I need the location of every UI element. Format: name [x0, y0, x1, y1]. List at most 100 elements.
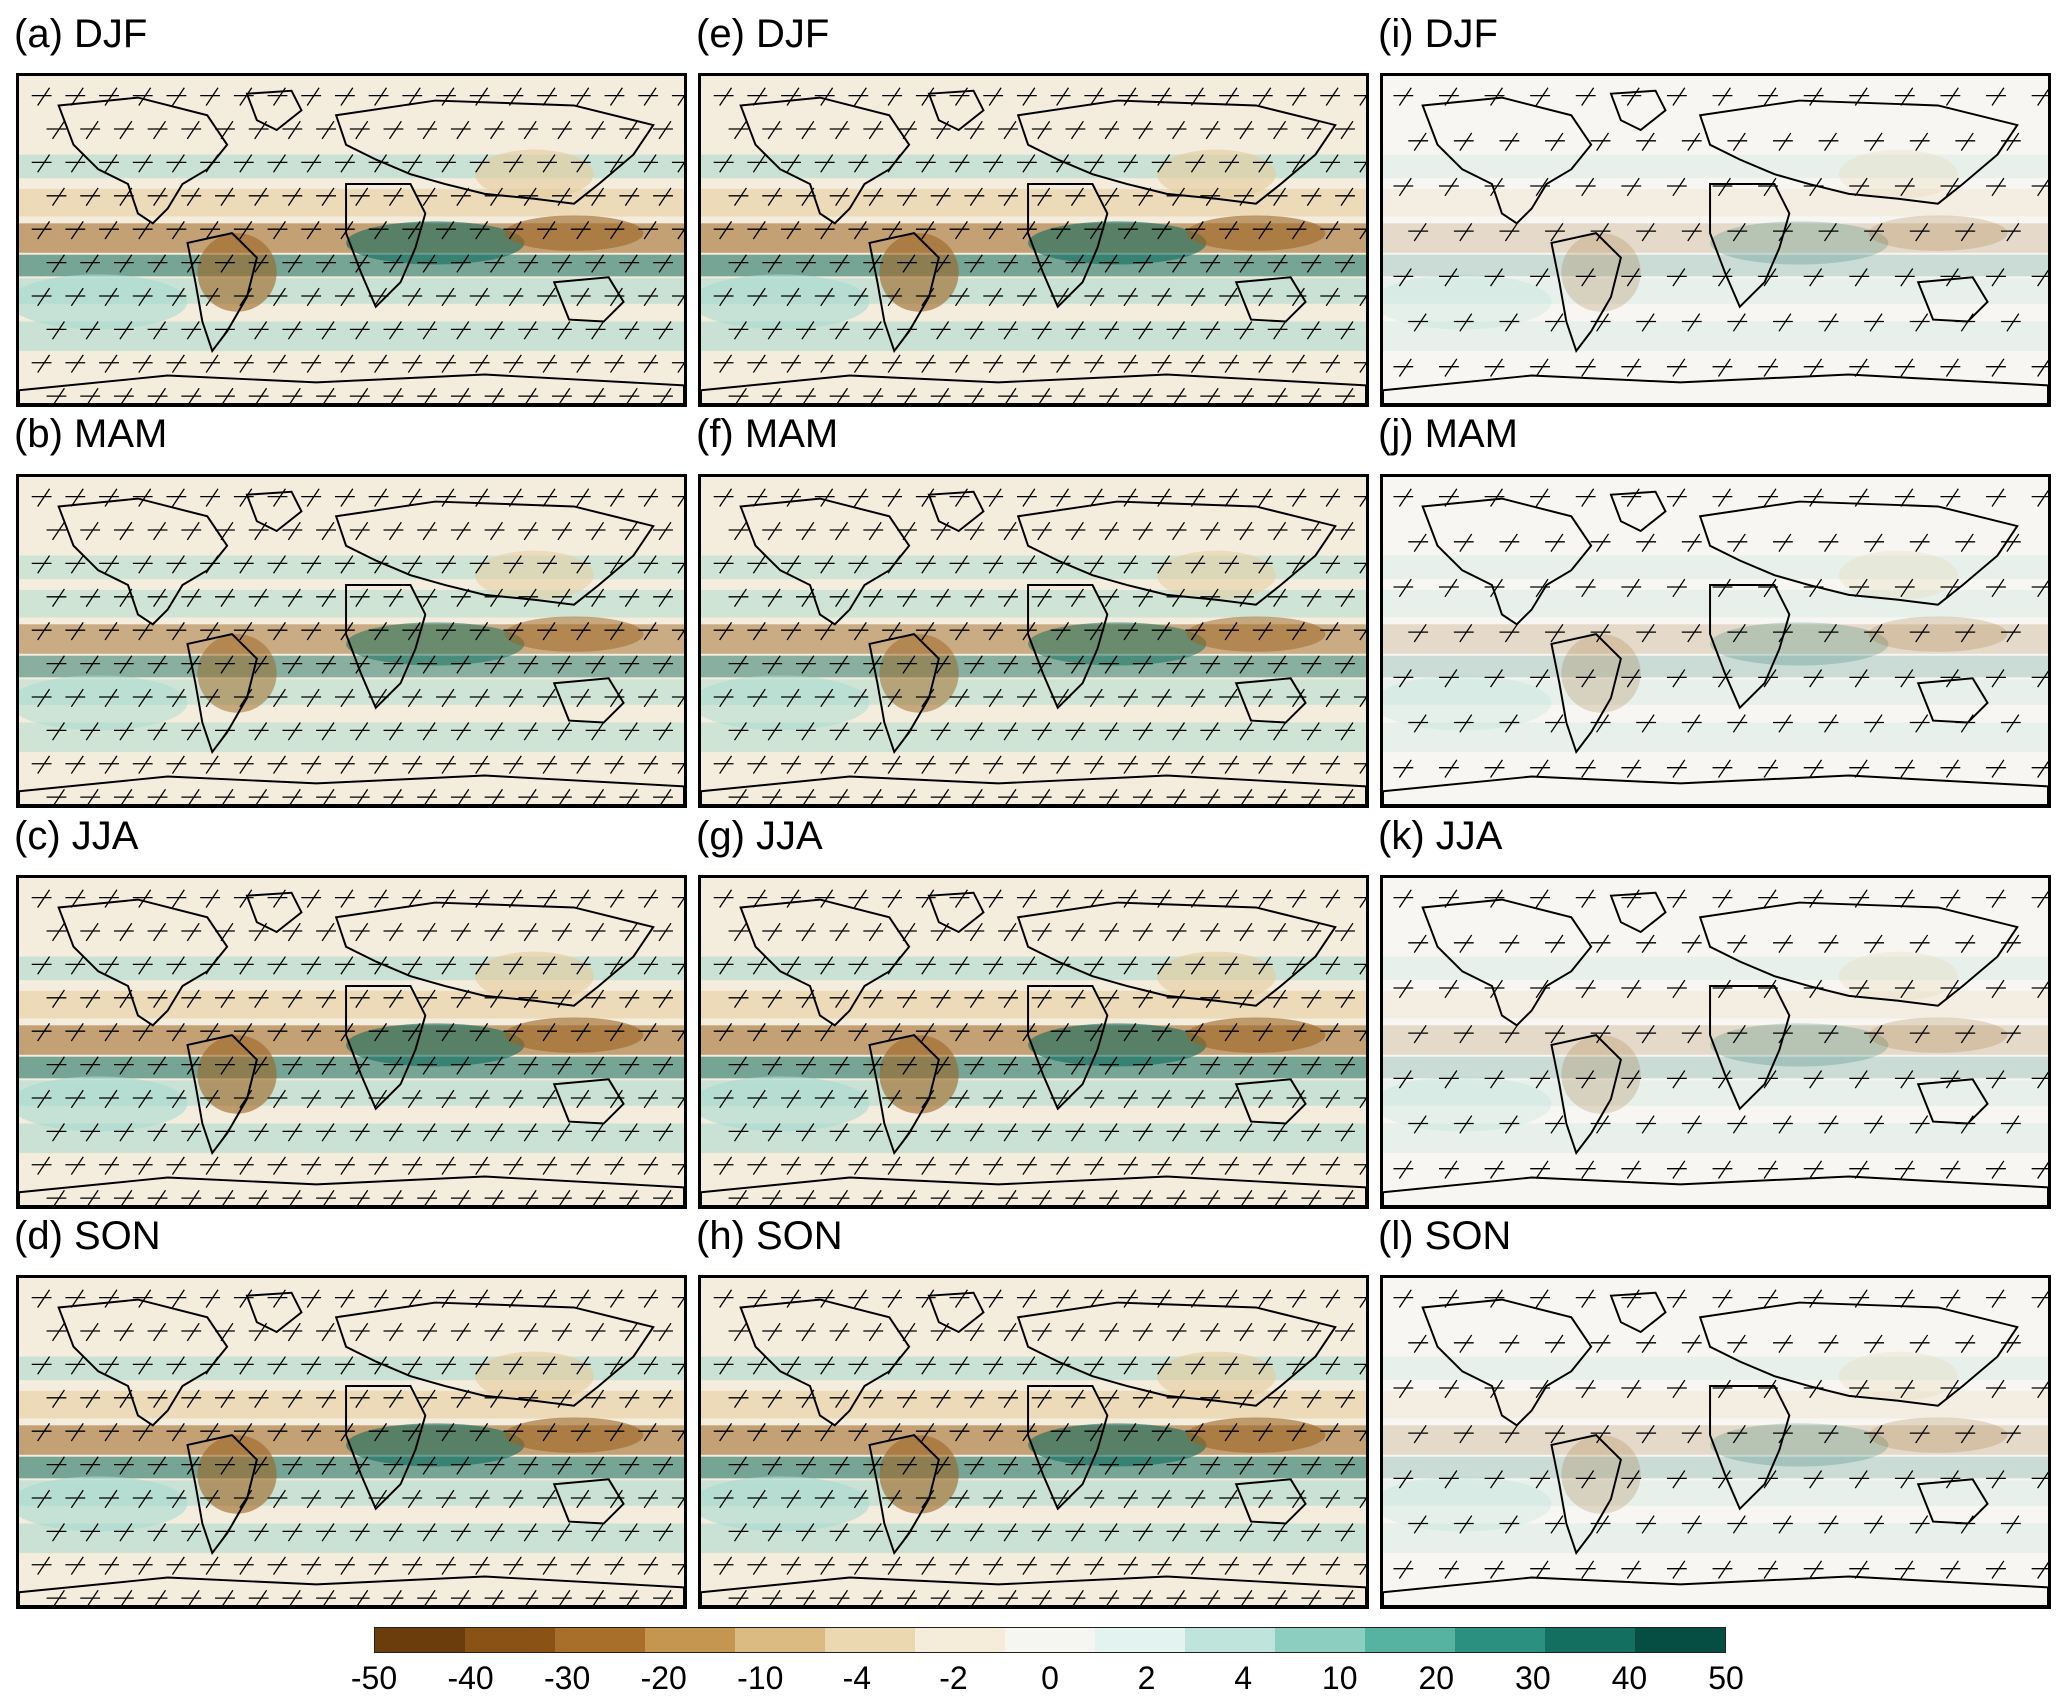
significance-hatch	[921, 154, 935, 173]
significance-hatch	[441, 755, 455, 774]
significance-hatch	[287, 321, 301, 340]
significance-hatch	[936, 120, 950, 140]
significance-hatch	[1778, 1334, 1792, 1353]
significance-hatch	[1535, 979, 1549, 999]
significance-hatch	[272, 555, 286, 574]
significance-hatch	[85, 120, 99, 140]
significance-hatch	[677, 1030, 684, 1042]
significance-hatch	[51, 1056, 65, 1075]
significance-hatch	[272, 154, 286, 173]
significance-hatch	[1056, 1289, 1070, 1308]
significance-hatch	[1089, 688, 1103, 708]
map-panel-b	[16, 474, 687, 808]
significance-hatch	[138, 1022, 152, 1042]
significance-hatch	[835, 187, 849, 206]
significance-hatch	[1900, 1379, 1914, 1399]
significance-hatch	[70, 621, 84, 641]
significance-hatch	[239, 1422, 253, 1442]
significance-hatch	[407, 1289, 421, 1308]
significance-hatch	[2037, 760, 2048, 778]
significance-hatch	[1240, 387, 1253, 404]
colorbar-segment	[1455, 1628, 1545, 1652]
significance-hatch	[220, 722, 234, 741]
significance-hatch	[624, 588, 638, 607]
significance-hatch	[1824, 222, 1837, 242]
significance-hatch	[1258, 488, 1272, 507]
significance-hatch	[1854, 578, 1868, 598]
significance-hatch	[988, 220, 1002, 240]
significance-hatch	[1672, 488, 1686, 507]
significance-hatch	[1105, 1589, 1118, 1606]
anomaly-blob	[504, 616, 644, 652]
significance-hatch	[1239, 922, 1253, 942]
significance-hatch	[1359, 362, 1366, 373]
significance-hatch	[1291, 1356, 1305, 1375]
significance-hatch	[456, 1123, 470, 1142]
significance-hatch	[936, 588, 950, 607]
significance-hatch	[1869, 934, 1883, 953]
significance-hatch	[1138, 1389, 1152, 1408]
significance-hatch	[1687, 313, 1701, 332]
significance-hatch	[407, 555, 421, 574]
significance-hatch	[1224, 1356, 1238, 1375]
significance-hatch	[1306, 321, 1320, 340]
significance-hatch	[1037, 521, 1051, 541]
significance-hatch	[407, 154, 421, 173]
significance-hatch	[643, 1289, 657, 1308]
significance-hatch	[1945, 268, 1959, 287]
significance-hatch	[138, 488, 152, 507]
map-background	[1383, 76, 2048, 404]
significance-hatch	[1596, 714, 1610, 733]
colorbar-segment	[1185, 1628, 1275, 1652]
coastline	[552, 1078, 625, 1125]
significance-hatch	[1325, 1156, 1339, 1175]
significance-hatch	[735, 788, 747, 805]
significance-hatch	[1945, 1070, 1959, 1089]
significance-hatch	[591, 1389, 605, 1408]
significance-hatch	[1824, 934, 1837, 953]
significance-hatch	[1763, 979, 1777, 999]
significance-hatch	[820, 688, 834, 708]
significance-hatch	[1138, 1056, 1152, 1075]
significance-hatch	[1224, 1089, 1238, 1109]
significance-hatch	[1056, 287, 1070, 307]
significance-hatch	[1340, 1456, 1354, 1475]
significance-hatch	[1413, 1424, 1427, 1444]
significance-hatch	[138, 154, 152, 173]
significance-hatch	[954, 621, 968, 641]
significance-hatch	[1945, 889, 1959, 908]
significance-hatch	[1626, 669, 1640, 688]
significance-hatch	[1239, 989, 1253, 1008]
significance-hatch	[1172, 321, 1185, 340]
significance-hatch	[340, 1422, 354, 1442]
significance-hatch	[576, 154, 590, 173]
significance-hatch	[490, 1523, 503, 1542]
significance-hatch	[490, 254, 503, 273]
significance-hatch	[407, 1089, 421, 1109]
significance-hatch	[1123, 889, 1137, 908]
significance-hatch	[1717, 578, 1731, 598]
significance-hatch	[1550, 132, 1564, 151]
significance-hatch	[1504, 1024, 1518, 1044]
significance-hatch	[1224, 287, 1238, 307]
significance-hatch	[1307, 387, 1320, 404]
significance-hatch	[85, 922, 99, 942]
significance-hatch	[576, 755, 590, 774]
map-panel-i	[1380, 73, 2051, 407]
significance-hatch	[221, 1589, 234, 1606]
significance-hatch	[523, 1322, 537, 1342]
significance-hatch	[853, 889, 867, 908]
significance-hatch	[1038, 788, 1051, 805]
significance-hatch	[1687, 714, 1701, 733]
significance-hatch	[1138, 922, 1152, 942]
significance-hatch	[523, 1456, 537, 1475]
significance-hatch	[954, 1489, 968, 1509]
significance-hatch	[1123, 1289, 1137, 1308]
significance-hatch	[1205, 989, 1219, 1008]
significance-hatch	[205, 1289, 219, 1308]
significance-hatch	[355, 1123, 369, 1142]
significance-hatch	[120, 788, 133, 805]
significance-hatch	[1641, 1424, 1655, 1444]
significance-hatch	[542, 87, 556, 106]
significance-hatch	[969, 922, 983, 942]
